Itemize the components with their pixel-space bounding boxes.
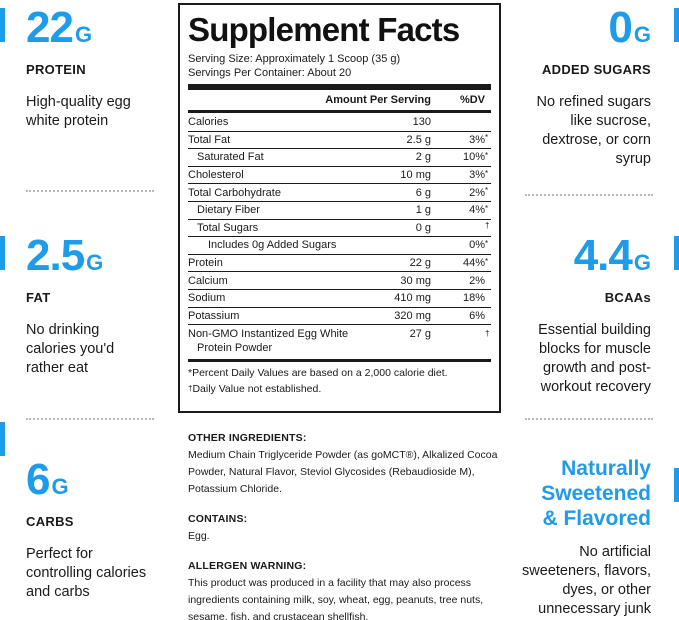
facts-row: Non-GMO Instantized Egg White Protein Pow… <box>188 324 491 356</box>
footnote-not-established: †Daily Value not established. <box>188 383 322 396</box>
allergen-warning: ALLERGEN WARNING: This product was produ… <box>188 558 508 620</box>
other-ingredients: OTHER INGREDIENTS: Medium Chain Triglyce… <box>188 430 508 498</box>
facts-header-rule <box>188 110 491 113</box>
stat-carbs: 6G CARBS Perfect for controlling calorie… <box>26 458 176 602</box>
facts-row: Total Carbohydrate 6 g 2% * <box>188 183 491 201</box>
contains-text: Egg. <box>188 530 210 542</box>
facts-row: Potassium 320 mg 6% <box>188 306 491 325</box>
allergen-warning-text: This product was produced in a facility … <box>188 577 484 620</box>
facts-footnotes: *Percent Daily Values are based on a 2,0… <box>188 362 491 397</box>
stat-added-sugars-caption: ADDED SUGARS <box>541 62 651 77</box>
other-ingredients-heading: OTHER INGREDIENTS: <box>188 432 307 444</box>
stat-fat: 2.5G FAT No drinking calories you'd rath… <box>26 234 176 378</box>
facts-row: Calories 130 <box>188 115 431 128</box>
contains: CONTAINS: Egg. <box>188 511 508 545</box>
stat-added-sugars-value: 0G <box>608 3 651 52</box>
stat-protein-value: 22G <box>26 3 93 52</box>
stat-carbs-value: 6G <box>26 455 69 504</box>
servings-per-container: Servings Per Container: About 20 <box>188 67 352 79</box>
accent-bar-right-2 <box>674 236 679 270</box>
naturally-sweetened-headline: Naturally Sweetened & Flavored <box>541 457 651 530</box>
supplement-facts-title: Supplement Facts <box>188 11 460 48</box>
accent-bar-right-1 <box>674 8 679 42</box>
stat-naturally-sweetened: Naturally Sweetened & Flavored No artifi… <box>505 456 651 619</box>
accent-bar-left-2 <box>0 236 5 270</box>
facts-header-row: Amount Per Serving %DV <box>188 90 491 110</box>
facts-row: Total Sugars 0 g † <box>188 218 491 237</box>
stat-protein-caption: PROTEIN <box>26 62 86 77</box>
facts-row: Saturated Fat 2 g 10% * <box>188 148 491 166</box>
other-ingredients-text: Medium Chain Triglyceride Powder (as goM… <box>188 449 498 495</box>
stat-added-sugars-desc: No refined sugars like sucrose, dextrose… <box>536 94 651 167</box>
stat-carbs-desc: Perfect for controlling calories and car… <box>26 546 147 600</box>
facts-top-rule <box>188 84 491 90</box>
stat-protein-desc: High-quality egg white protein <box>26 94 131 129</box>
facts-row: Cholesterol 10 mg 3% * <box>188 165 491 184</box>
facts-row: Calcium 30 mg 2% <box>188 271 491 289</box>
accent-bar-left-1 <box>0 8 5 42</box>
stat-fat-caption: FAT <box>26 290 51 305</box>
naturally-sweetened-desc: No artificial sweeteners, flavors, dyes,… <box>522 544 651 617</box>
stat-bcaas-caption: BCAAs <box>604 290 651 305</box>
separator-right-2 <box>525 418 653 420</box>
ingredients-section: OTHER INGREDIENTS: Medium Chain Triglyce… <box>188 430 508 620</box>
stat-fat-desc: No drinking calories you'd rather eat <box>26 322 115 376</box>
facts-row: Total Fat 2.5 g 3% * <box>188 130 491 149</box>
stat-fat-value: 2.5G <box>26 231 104 280</box>
stat-bcaas: 4.4G BCAAs Essential building blocks for… <box>505 234 651 397</box>
contains-heading: CONTAINS: <box>188 513 248 525</box>
facts-rows: Calories 130 Total Fat 2.5 g 3% * Saturated … <box>188 113 491 356</box>
facts-bottom-rule <box>188 359 491 363</box>
separator-left-1 <box>26 190 154 192</box>
col-dv-header: %DV <box>459 94 485 106</box>
stat-carbs-caption: CARBS <box>26 514 74 529</box>
facts-row: Sodium 410 mg 18% <box>188 288 491 307</box>
stat-protein: 22G PROTEIN High-quality egg white prote… <box>26 6 176 131</box>
stat-added-sugars: 0G ADDED SUGARS No refined sugars like s… <box>505 6 651 169</box>
separator-right-1 <box>525 194 653 196</box>
separator-left-2 <box>26 418 154 420</box>
supplement-facts-panel: Supplement Facts Serving Size: Approxima… <box>178 3 501 413</box>
footnote-percent-dv: *Percent Daily Values are based on a 2,0… <box>188 367 448 380</box>
stat-bcaas-value: 4.4G <box>573 231 651 280</box>
facts-row: Includes 0g Added Sugars 0% * <box>188 236 491 254</box>
stat-bcaas-desc: Essential building blocks for muscle gro… <box>538 322 651 395</box>
serving-size: Serving Size: Approximately 1 Scoop (35 … <box>188 53 401 65</box>
facts-row: Dietary Fiber 1 g 4% * <box>188 200 491 219</box>
allergen-warning-heading: ALLERGEN WARNING: <box>188 560 307 572</box>
col-amount-header: Amount Per Serving <box>325 94 431 106</box>
facts-row: Protein 22 g 44% * <box>188 253 491 272</box>
accent-bar-left-3 <box>0 422 5 456</box>
accent-bar-right-3 <box>674 468 679 502</box>
